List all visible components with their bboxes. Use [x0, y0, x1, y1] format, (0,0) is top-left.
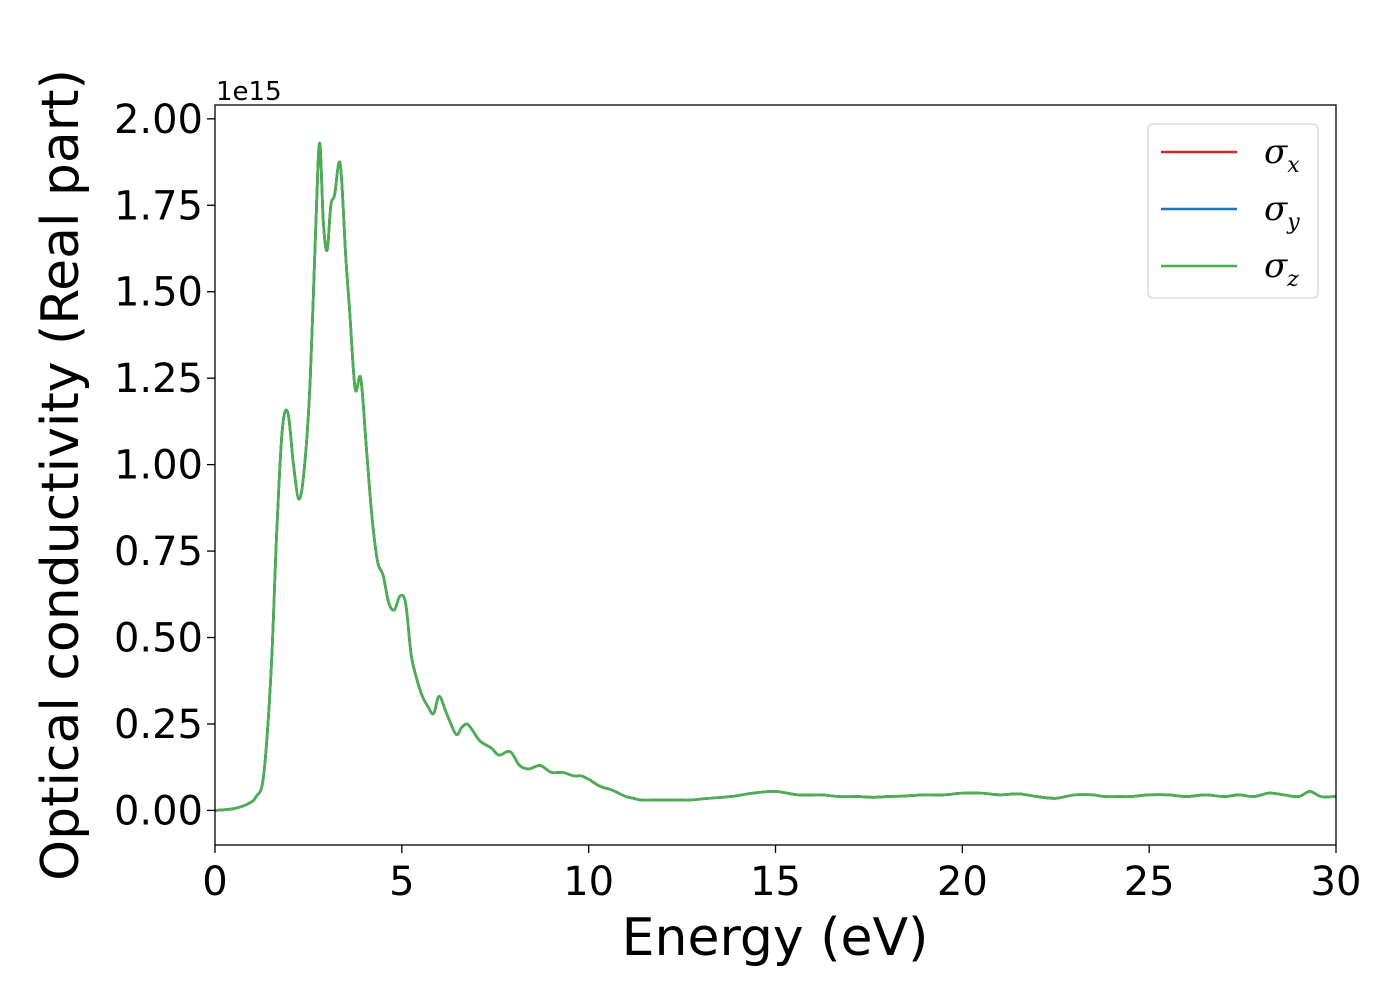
y-axis-ticks: 0.00 0.25 0.50 0.75 1.00 1.25 1.50 1.75 2.00	[114, 97, 215, 834]
y-tick-label: 0.50	[114, 616, 203, 662]
y-tick-label: 0.25	[114, 702, 203, 748]
x-axis-label: Energy (eV)	[622, 908, 929, 968]
y-offset-label: 1e15	[216, 77, 282, 107]
y-tick-label: 1.25	[114, 356, 203, 402]
x-tick-label: 0	[202, 859, 227, 905]
x-tick-label: 5	[389, 859, 414, 905]
x-tick-label: 10	[563, 859, 614, 905]
legend-subscript: z	[1286, 267, 1299, 292]
y-tick-label: 1.00	[114, 443, 203, 489]
x-tick-label: 15	[750, 859, 801, 905]
x-tick-label: 25	[1124, 859, 1175, 905]
y-tick-label: 0.75	[114, 529, 203, 575]
series-line-3	[214, 141, 1337, 812]
y-axis-label: Optical conductivity (Real part)	[31, 69, 91, 881]
x-axis-ticks: 0 5 10 15 20 25 30	[202, 845, 1361, 905]
series-layer	[214, 141, 1337, 812]
legend-subscript: x	[1287, 153, 1300, 178]
y-tick-label: 2.00	[114, 97, 203, 143]
x-tick-label: 20	[937, 859, 988, 905]
legend-box	[1147, 123, 1319, 299]
y-tick-label: 1.50	[114, 270, 203, 316]
x-tick-label: 30	[1311, 859, 1362, 905]
legend-subscript: y	[1286, 210, 1300, 235]
y-tick-label: 1.75	[114, 183, 203, 229]
y-tick-label: 0.00	[114, 788, 203, 834]
